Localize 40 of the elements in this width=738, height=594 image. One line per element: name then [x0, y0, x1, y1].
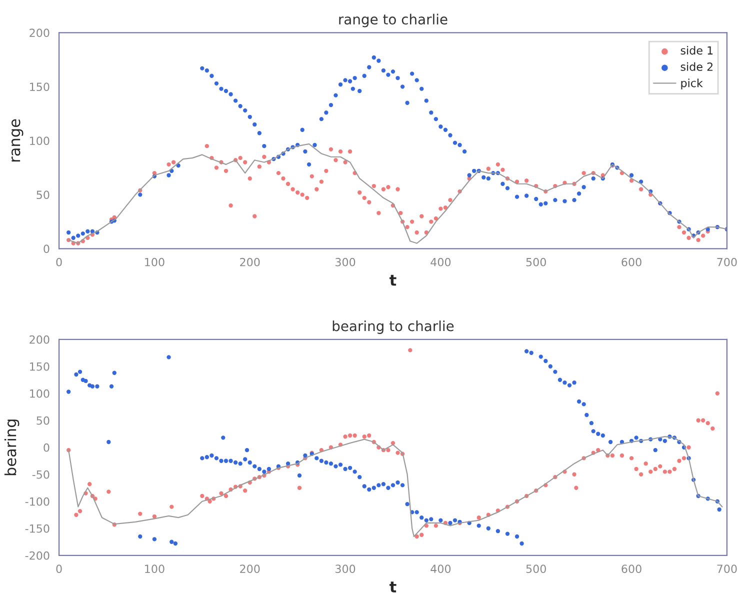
- x-tick-label: 200: [240, 564, 260, 574]
- x-tick-label: 0: [56, 258, 62, 266]
- x-tick-label: 300: [336, 564, 356, 574]
- x-tick-label: 600: [622, 258, 642, 266]
- y-tick-label: 50: [36, 416, 50, 425]
- chart-title: range to charlie: [339, 14, 448, 28]
- line-series: [68, 436, 723, 538]
- x-tick-label: 200: [240, 258, 260, 266]
- y-tick-label: 50: [36, 190, 50, 200]
- x-tick-label: 500: [526, 258, 546, 266]
- y-tick-label: -150: [25, 524, 50, 533]
- legend-label: side 1: [680, 46, 713, 55]
- x-tick-label: 300: [336, 258, 356, 266]
- y-tick-label: 200: [30, 28, 50, 38]
- y-tick-label: 0: [44, 443, 50, 452]
- x-tick-label: 100: [145, 564, 164, 574]
- x-tick-label: 700: [717, 564, 737, 574]
- x-axis-title: t: [390, 582, 396, 592]
- y-tick-label: 150: [30, 82, 50, 92]
- y-tick-label: -50: [32, 470, 50, 479]
- x-tick-label: 600: [622, 564, 642, 574]
- y-tick-label: 150: [30, 362, 50, 371]
- x-tick-label: 400: [430, 258, 451, 266]
- y-tick-label: 0: [44, 244, 50, 254]
- x-tick-label: 400: [430, 564, 451, 574]
- legend-label: side 2: [680, 62, 712, 71]
- y-tick-label: -200: [25, 551, 50, 560]
- y-tick-label: 200: [30, 335, 50, 344]
- x-tick-label: 100: [145, 258, 164, 266]
- x-tick-label: 0: [56, 564, 62, 574]
- x-tick-label: 700: [717, 258, 737, 266]
- y-tick-label: 100: [30, 136, 50, 146]
- x-axis-title: t: [390, 274, 396, 286]
- y-tick-label: -100: [25, 497, 50, 506]
- y-tick-label: 100: [30, 389, 50, 398]
- chart-title: bearing to charlie: [332, 320, 454, 334]
- y-axis-title: range: [12, 119, 24, 162]
- y-axis-title: bearing: [4, 420, 20, 476]
- legend-label: pick: [681, 78, 703, 90]
- x-tick-label: 500: [526, 564, 546, 574]
